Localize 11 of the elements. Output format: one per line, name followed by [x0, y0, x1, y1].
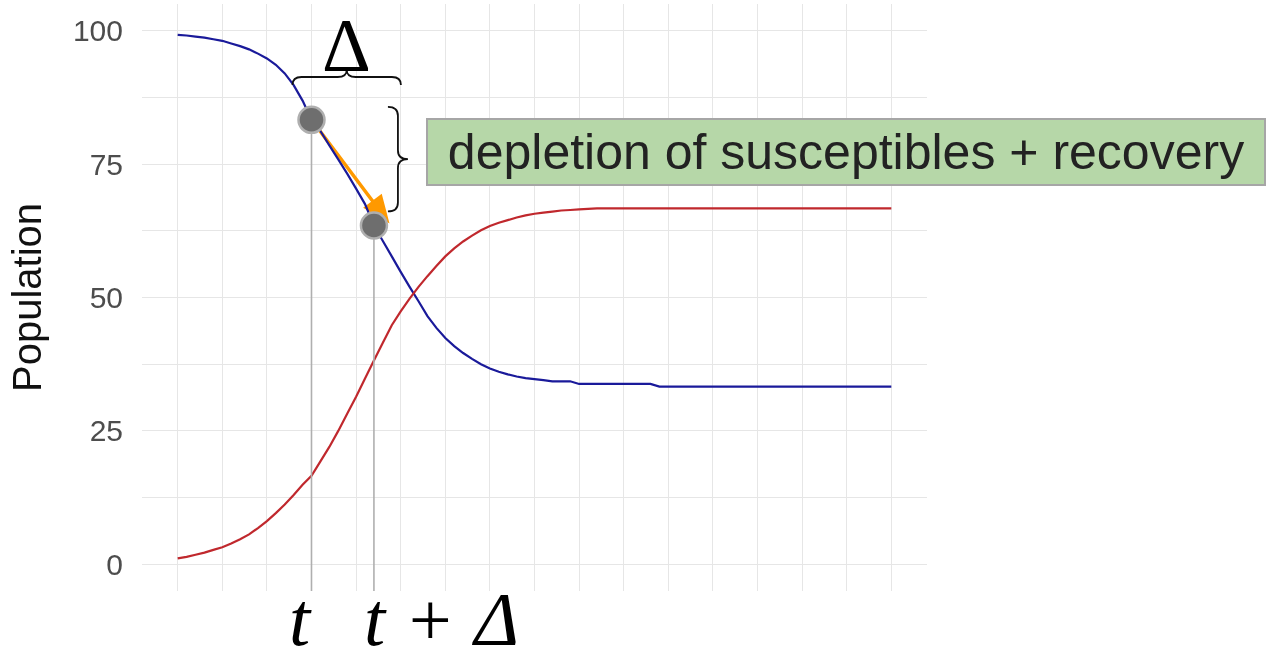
- y-tick-label: 75: [89, 147, 123, 181]
- y-tick-label: 50: [89, 281, 123, 314]
- y-tick-label: 25: [89, 414, 123, 448]
- annotation: depletion of susceptibles + recovery: [447, 124, 1245, 180]
- annotation: t: [289, 577, 312, 661]
- annotation: Δ: [322, 3, 371, 87]
- annotation: t + Δ: [364, 577, 520, 661]
- y-tick-label: 0: [106, 547, 123, 581]
- y-tick-label: 100: [72, 14, 123, 48]
- y-axis-title: Population: [5, 202, 50, 393]
- line-series: [176, 207, 893, 560]
